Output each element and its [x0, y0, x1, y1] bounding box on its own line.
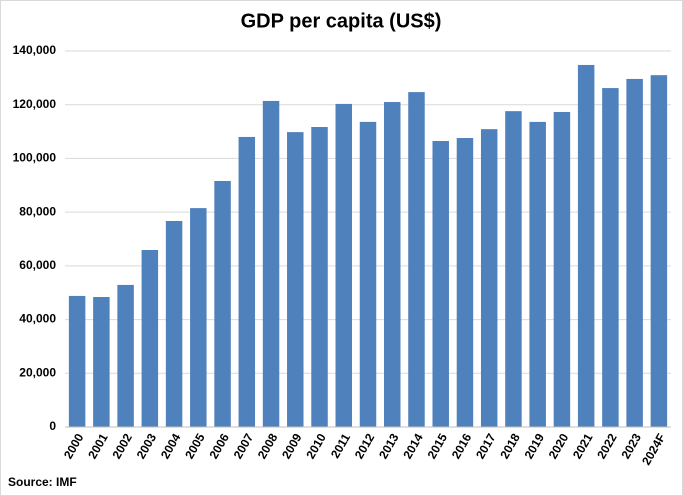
- bar: [335, 103, 353, 427]
- bar: [505, 111, 522, 427]
- chart-title: GDP per capita (US$): [241, 10, 442, 32]
- bar: [577, 64, 595, 428]
- bar: [262, 100, 280, 427]
- bar: [383, 102, 401, 428]
- y-tick-label: 100,000: [13, 151, 57, 165]
- bar: [432, 140, 449, 427]
- bar: [480, 129, 498, 427]
- bar: [359, 121, 377, 427]
- bar: [93, 297, 110, 427]
- y-tick-label: 0: [49, 419, 56, 433]
- bar: [529, 121, 546, 427]
- bar: [650, 75, 668, 428]
- bar: [190, 208, 207, 427]
- bar: [141, 250, 159, 427]
- y-tick-label: 80,000: [19, 204, 56, 218]
- y-tick-label: 60,000: [19, 258, 56, 272]
- bar: [287, 132, 304, 427]
- source-note: Source: IMF: [8, 475, 77, 489]
- bar: [626, 78, 643, 427]
- bar: [456, 138, 474, 427]
- bar: [311, 127, 328, 428]
- bar: [117, 284, 134, 427]
- bar: [68, 295, 86, 427]
- bar: [165, 221, 183, 427]
- y-tick-label: 40,000: [19, 312, 56, 326]
- bar: [408, 92, 425, 427]
- bar: [214, 180, 231, 427]
- bar: [602, 88, 619, 427]
- bar: [553, 111, 571, 428]
- y-tick-label: 120,000: [13, 97, 57, 111]
- y-tick-label: 20,000: [19, 365, 56, 379]
- y-tick-label: 140,000: [13, 43, 57, 57]
- bar: [238, 136, 256, 427]
